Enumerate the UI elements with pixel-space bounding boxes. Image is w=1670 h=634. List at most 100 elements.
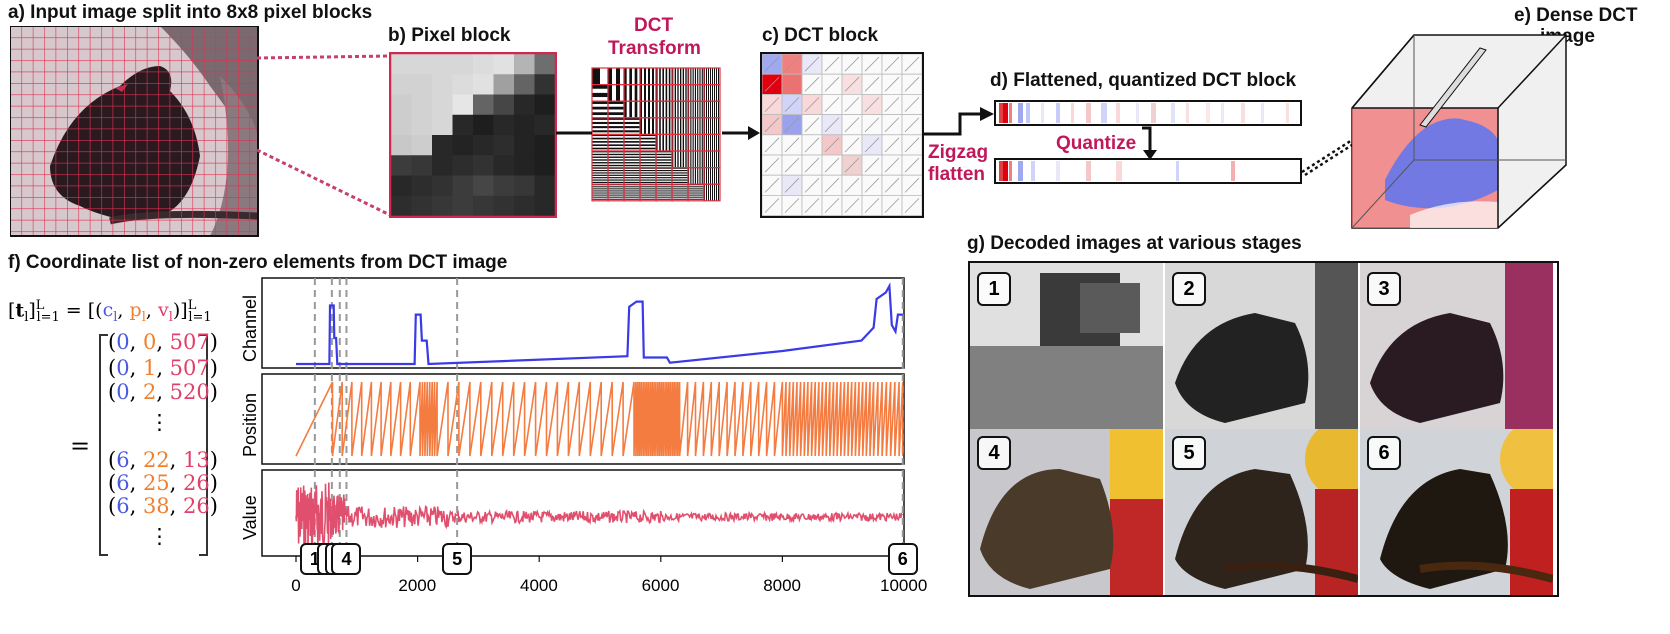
- basis-stripe: [688, 198, 704, 200]
- flat-bar: [1009, 161, 1012, 181]
- tuple-punct: ,: [129, 448, 143, 472]
- basis-stripe: [592, 106, 608, 110]
- basis-stripe: [608, 106, 624, 110]
- zigzag-segment: [884, 198, 900, 213]
- zigzag-segment: [844, 157, 860, 173]
- flat-bar: [1186, 103, 1189, 123]
- pixel: [534, 155, 556, 176]
- decoded-stage-badge: 4: [977, 436, 1011, 470]
- flat-bar: [1009, 103, 1012, 123]
- basis-stripe: [701, 167, 703, 185]
- zigzag-segment: [804, 97, 820, 112]
- basis-stripe: [697, 84, 699, 102]
- pixel: [493, 54, 515, 75]
- basis-stripe: [608, 144, 624, 147]
- flat-border: [994, 158, 1302, 184]
- arrow-c-to-d: [924, 107, 994, 136]
- basis-stripe: [640, 194, 656, 196]
- basis-stripe: [672, 84, 674, 102]
- basis-stripe: [592, 144, 608, 147]
- basis-stripe: [712, 117, 713, 135]
- basis-stripe: [616, 84, 620, 102]
- zigzag-label-2: flatten: [928, 164, 985, 185]
- basis-stripe: [718, 68, 719, 85]
- basis-stripe: [629, 101, 632, 118]
- basis-stripe: [634, 68, 638, 85]
- basis-stripe: [692, 117, 694, 135]
- zigzag-segment: [824, 198, 840, 213]
- basis-stripe: [685, 101, 687, 118]
- flat-bar: [1026, 103, 1030, 123]
- pixel: [432, 74, 453, 95]
- flat-bar: [1261, 103, 1264, 123]
- basis-stripe: [608, 121, 624, 125]
- basis-stripe: [624, 101, 627, 118]
- decoded-stage-badge: 2: [1172, 272, 1206, 306]
- basis-stripe: [701, 117, 703, 135]
- pixel: [514, 195, 535, 217]
- basis-stripe: [708, 134, 709, 151]
- zigzag-segment: [904, 97, 920, 112]
- tuple-c: 6: [116, 448, 130, 472]
- basis-stripe: [648, 101, 650, 118]
- zigzag-segment: [904, 198, 920, 213]
- basis-stripe: [624, 68, 627, 85]
- flat-bar: [1136, 103, 1139, 123]
- flat-bar: [1041, 103, 1044, 123]
- tuple-p: 38: [142, 494, 170, 518]
- basis-stripe: [592, 188, 608, 190]
- basis-stripe: [640, 162, 656, 164]
- basis-stripe: [624, 164, 640, 167]
- zigzag-segment: [884, 177, 900, 193]
- zigzag-segment: [784, 56, 800, 72]
- x-tick-label: 6000: [641, 576, 680, 595]
- basis-stripe: [608, 141, 624, 143]
- basis-stripe: [692, 68, 694, 85]
- dct-block-border: [760, 52, 924, 218]
- basis-stripe: [672, 196, 688, 198]
- basis-stripe: [656, 177, 672, 179]
- basis-stripe: [688, 194, 704, 196]
- basis-stripe: [656, 151, 672, 153]
- basis-stripe: [706, 68, 707, 85]
- basis-stripe: [624, 198, 640, 200]
- zigzag-segment: [764, 117, 780, 133]
- arrow-quantize: [1142, 126, 1157, 160]
- basis-stripe: [608, 101, 624, 104]
- basis-stripe: [592, 194, 608, 196]
- pixel: [514, 155, 535, 176]
- tuple-punct: ,: [129, 330, 143, 354]
- basis-stripe: [697, 68, 699, 85]
- dots-1: ⋮: [149, 410, 170, 434]
- tuple-row: (0, 1, 507): [108, 356, 218, 380]
- tuple-row: (0, 0, 507): [108, 330, 218, 354]
- basis-stripe: [708, 68, 709, 85]
- basis-stripe: [624, 192, 640, 194]
- basis-stripe: [592, 92, 608, 98]
- flat-bar: [1101, 103, 1107, 123]
- basis-stripe: [706, 101, 707, 118]
- flat-bar: [999, 103, 1003, 123]
- zigzag-segment: [824, 117, 840, 133]
- zigzag-segment: [884, 97, 900, 112]
- basis-stripe: [697, 134, 699, 151]
- pixel: [432, 114, 453, 136]
- zigzag-segment: [804, 157, 820, 173]
- basis-stripe: [694, 84, 696, 102]
- basis-stripe: [682, 151, 684, 168]
- pixel: [452, 94, 474, 116]
- basis-stripe: [656, 162, 672, 164]
- zigzag-segment: [764, 97, 780, 112]
- zigzag-segment: [764, 76, 780, 92]
- basis-stripe: [672, 174, 688, 176]
- basis-stripe: [592, 169, 608, 172]
- basis-stripe: [608, 137, 624, 140]
- zigzag-segment: [804, 137, 820, 153]
- basis-stripe: [592, 159, 608, 161]
- basis-stripe: [706, 84, 707, 102]
- pixel: [493, 155, 515, 176]
- pixel: [493, 135, 515, 156]
- basis-stripe: [710, 167, 711, 185]
- basis-stripe: [710, 101, 711, 118]
- basis-stripe: [672, 179, 688, 181]
